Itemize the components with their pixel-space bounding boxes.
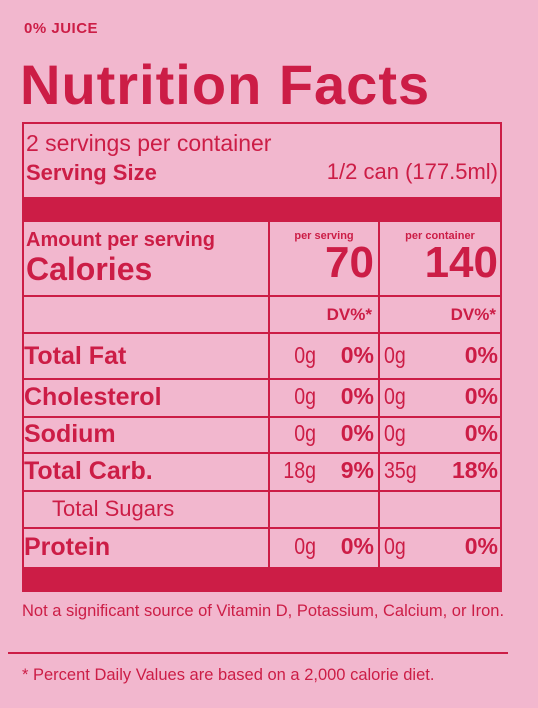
box-left xyxy=(22,122,24,592)
footnote: * Percent Daily Values are based on a 2,… xyxy=(22,666,435,684)
thick-bar xyxy=(22,567,502,592)
serving-amount: 0g xyxy=(294,533,316,559)
row-line xyxy=(22,416,502,418)
serving-size-label: Serving Size xyxy=(26,160,157,185)
calories-label: Calories xyxy=(26,251,153,287)
dv-header: DV%* xyxy=(450,305,496,324)
column-line xyxy=(378,222,380,567)
thick-bar xyxy=(22,197,502,222)
serving-amount: 0g xyxy=(294,420,316,446)
container-dv: 0% xyxy=(464,533,498,559)
sub-nutrient-name: Total Sugars xyxy=(52,495,175,521)
row-line xyxy=(22,490,502,492)
container-dv: 0% xyxy=(464,383,498,409)
amount-label: Amount per serving xyxy=(26,229,215,251)
container-amount: 0g xyxy=(384,383,406,409)
box-top xyxy=(22,122,502,124)
serving-dv: 0% xyxy=(340,533,374,559)
footnote-line xyxy=(8,652,508,654)
serving-amount: 0g xyxy=(294,383,316,409)
servings-per-container: 2 servings per container xyxy=(26,130,272,156)
footnote: Not a significant source of Vitamin D, P… xyxy=(22,602,505,620)
per-container-label: per container xyxy=(405,230,475,242)
container-dv: 18% xyxy=(451,457,498,483)
title: Nutrition Facts xyxy=(20,53,431,116)
dv-header: DV%* xyxy=(326,305,372,324)
row-line xyxy=(22,452,502,454)
nutrient-name: Protein xyxy=(24,533,111,561)
serving-amount: 0g xyxy=(294,341,316,368)
row-line xyxy=(22,378,502,380)
container-amount: 0g xyxy=(384,533,406,559)
tag: 0% JUICE xyxy=(24,20,99,37)
calories-per-container: 140 xyxy=(424,238,498,287)
container-amount: 0g xyxy=(384,420,406,446)
container-amount: 35g xyxy=(384,457,417,483)
row-line xyxy=(22,295,502,297)
nutrient-name: Sodium xyxy=(24,420,116,448)
nutrient-name: Total Fat xyxy=(24,341,127,370)
serving-dv: 0% xyxy=(340,383,374,409)
serving-size-value: 1/2 can (177.5ml) xyxy=(326,159,498,184)
column-line xyxy=(268,222,270,567)
calories-per-serving: 70 xyxy=(325,238,374,287)
nutrient-name: Cholesterol xyxy=(24,383,162,411)
container-amount: 0g xyxy=(384,341,406,368)
box-right xyxy=(500,122,502,592)
serving-dv: 0% xyxy=(340,420,374,446)
container-dv: 0% xyxy=(464,341,498,368)
serving-dv: 9% xyxy=(340,457,374,483)
row-line xyxy=(22,332,502,334)
container-dv: 0% xyxy=(464,420,498,446)
row-line xyxy=(22,527,502,529)
per-serving-label: per serving xyxy=(294,230,354,242)
serving-dv: 0% xyxy=(340,341,374,368)
serving-amount: 18g xyxy=(283,457,316,483)
nutrient-name: Total Carb. xyxy=(24,457,153,485)
